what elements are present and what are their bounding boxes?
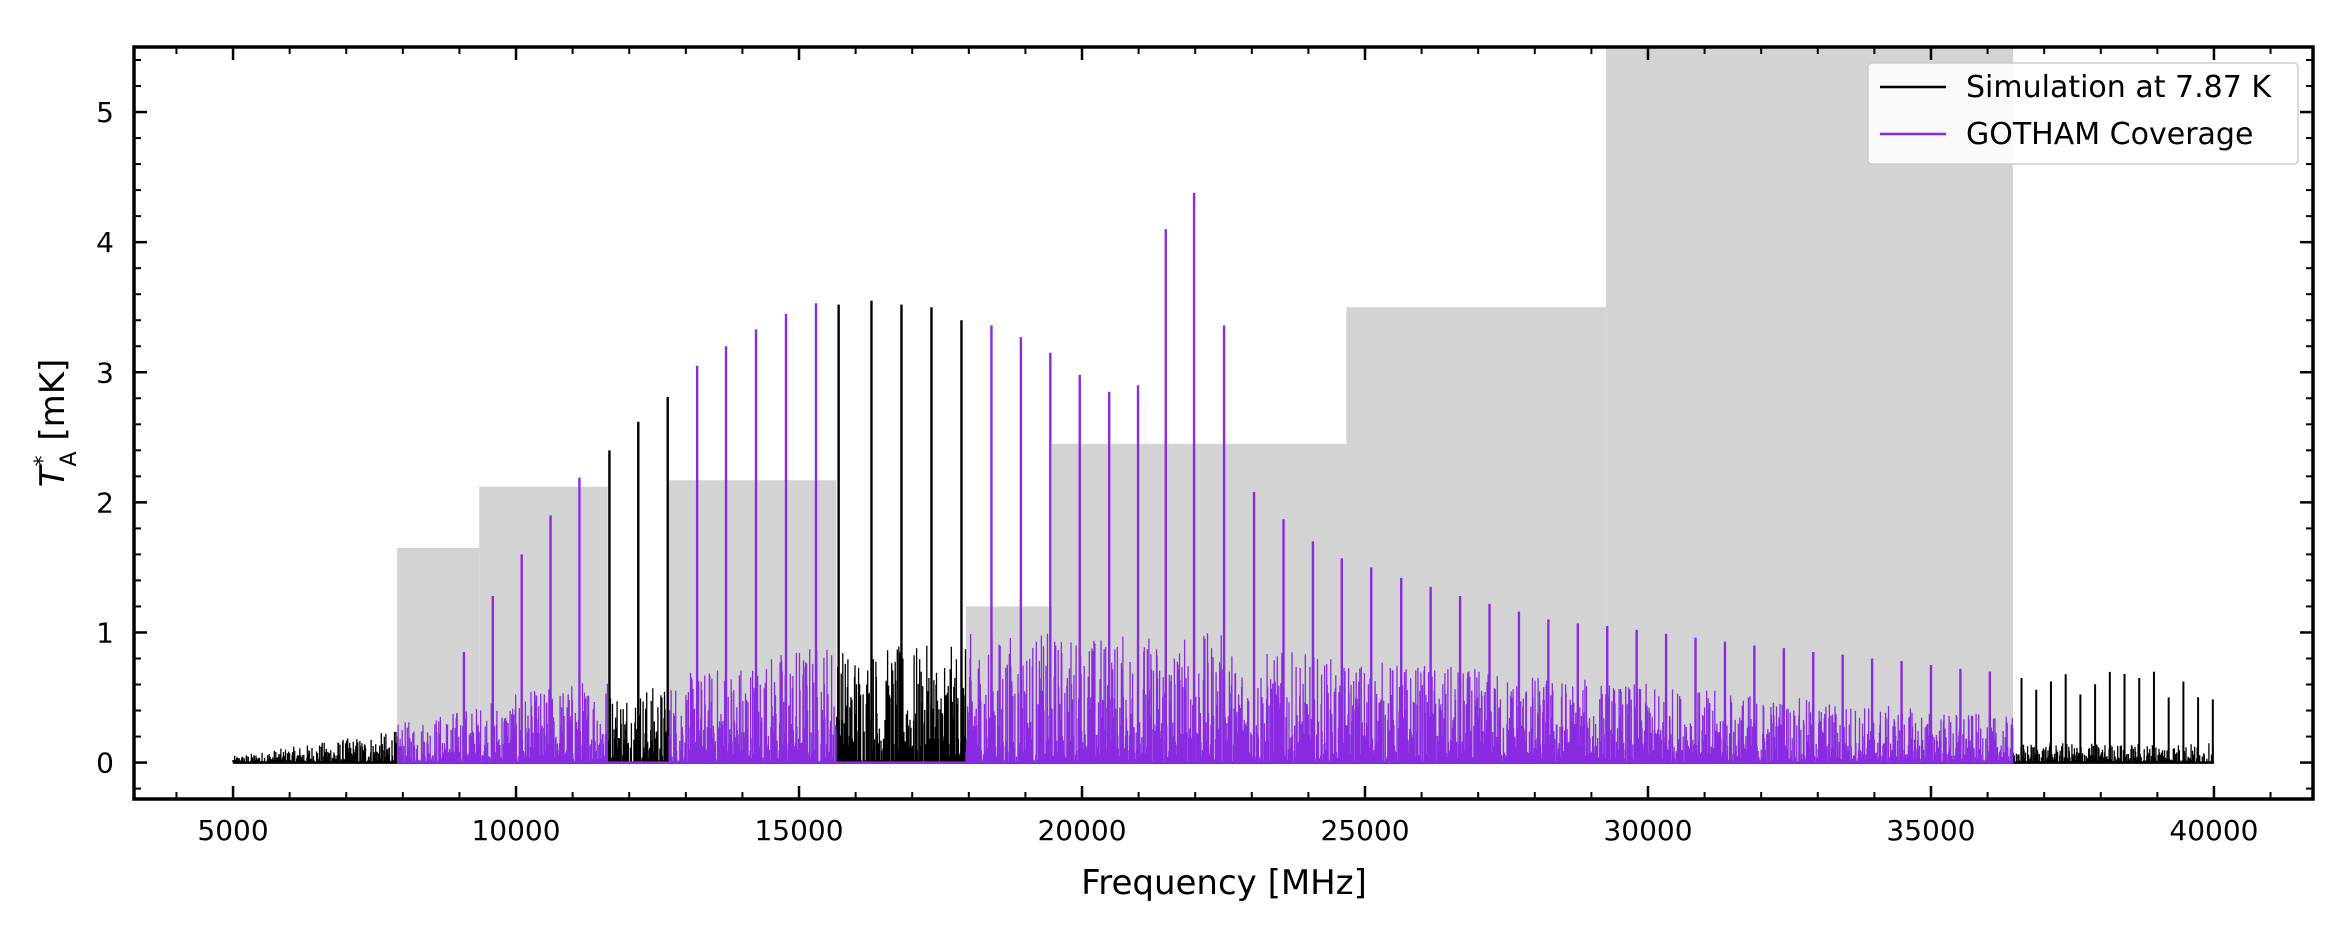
y-tick-label: 5 — [96, 96, 114, 129]
y-tick-label: 1 — [96, 616, 114, 649]
y-tick-label: 4 — [96, 226, 114, 259]
y-axis-title: T*A [mK] — [31, 359, 82, 488]
y-axis-title-symbol: T — [33, 464, 73, 487]
x-tick-label: 30000 — [1603, 814, 1692, 847]
legend-label-gotham: GOTHAM Coverage — [1966, 117, 2253, 152]
simulation-noise-lines — [232, 645, 2215, 763]
legend-box — [1867, 62, 2299, 165]
gotham-series — [396, 192, 2014, 764]
axis-ticks: 5000 10000 15000 20000 25000 30000 35000 40000 0… — [96, 47, 2313, 847]
x-tick-label: 35000 — [1886, 814, 1975, 847]
x-tick-label: 10000 — [471, 814, 560, 847]
coverage-band-1 — [479, 486, 608, 763]
y-axis-title-superscript: * — [31, 456, 56, 467]
x-tick-label: 40000 — [2169, 814, 2258, 847]
y-tick-label: 3 — [96, 356, 114, 389]
coverage-band-6 — [1606, 47, 2014, 763]
x-axis-title: Frequency [MHz] — [1081, 863, 1367, 903]
x-tick-label: 5000 — [197, 814, 268, 847]
y-axis-title-unit: [mK] — [33, 359, 73, 452]
y-tick-label: 2 — [96, 486, 114, 519]
x-tick-label: 20000 — [1037, 814, 1126, 847]
x-tick-label: 15000 — [754, 814, 843, 847]
svg-text:T*A [mK]: T*A [mK] — [31, 359, 82, 488]
y-axis-title-subscript: A — [57, 451, 82, 466]
plot-frame — [132, 45, 2315, 801]
x-tick-label: 25000 — [1320, 814, 1409, 847]
coverage-band-5 — [1346, 307, 1607, 763]
y-tick-label: 0 — [96, 747, 114, 780]
legend-label-simulation: Simulation at 7.87 K — [1966, 70, 2272, 105]
legend: Simulation at 7.87 K GOTHAM Coverage — [1867, 62, 2299, 165]
